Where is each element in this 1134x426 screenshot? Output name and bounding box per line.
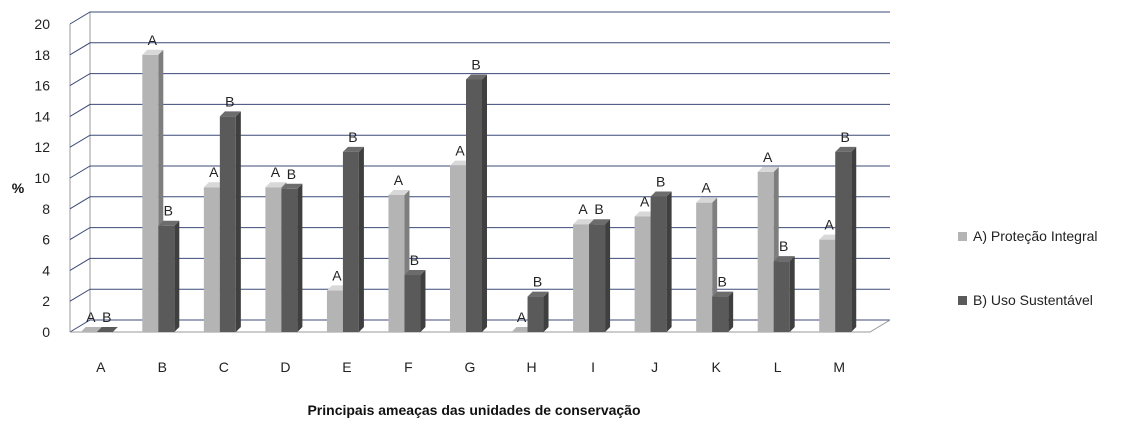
y-axis-label: %	[12, 180, 25, 196]
bar-data-label: A	[517, 309, 527, 325]
x-tick-label: J	[651, 359, 658, 375]
bar-H-series-a	[511, 327, 533, 332]
x-tick-label: A	[96, 359, 106, 375]
x-tick-label: D	[280, 359, 290, 375]
bar-M-series-b	[835, 146, 857, 332]
y-tick-label: 14	[34, 108, 50, 124]
legend-swatch-series-a	[958, 231, 967, 241]
bar-C-series-b	[219, 111, 241, 333]
x-tick-label: K	[711, 359, 721, 375]
bar-data-label: B	[348, 129, 357, 145]
bar-A-series-a	[80, 327, 102, 332]
bar-data-label: A	[332, 267, 342, 283]
chart-gridlines	[69, 11, 891, 333]
bar-data-label: B	[164, 203, 173, 219]
x-tick-label: C	[219, 359, 229, 375]
y-tick-label: 6	[42, 232, 50, 248]
y-axis-ticks: 0 2 4 6 8 10 12 14 16 18 20	[34, 16, 50, 340]
bar-B-series-b	[158, 220, 180, 332]
bar-data-label: A	[148, 32, 158, 48]
bar-data-label: A	[394, 172, 404, 188]
legend-swatch-series-b	[958, 295, 967, 305]
bar-G-series-b	[466, 74, 487, 332]
bar-I-series-b	[589, 219, 611, 332]
bar-data-label: B	[287, 166, 296, 182]
y-tick-label: 18	[34, 47, 50, 63]
gridline	[69, 165, 890, 179]
y-tick-label: 2	[42, 293, 50, 309]
bar-data-label: A	[640, 194, 650, 210]
legend: A) Proteção Integral B) Uso Sustentável	[958, 226, 1098, 354]
bar-data-label: B	[225, 93, 234, 109]
y-tick-label: 16	[34, 78, 50, 94]
bar-J-series-b	[650, 191, 672, 332]
bar-data-label: B	[717, 274, 726, 290]
bar-data-label: A	[825, 217, 835, 233]
bar-data-label: A	[455, 143, 465, 159]
bar-data-label: A	[763, 149, 773, 165]
gridline	[69, 288, 890, 302]
x-axis-label: Principais ameaças das unidades de conse…	[307, 402, 640, 418]
y-tick-label: 4	[42, 262, 50, 278]
gridline	[69, 257, 890, 271]
bar-D-series-b	[281, 183, 303, 332]
gridline	[69, 227, 890, 241]
x-tick-label: G	[465, 359, 476, 375]
bar-K-series-b	[712, 291, 734, 332]
y-tick-label: 12	[34, 139, 50, 155]
x-tick-label: E	[342, 359, 351, 375]
y-tick-label: 0	[42, 324, 50, 340]
x-tick-label: B	[158, 359, 167, 375]
gridline	[69, 73, 890, 87]
bar-data-label: B	[779, 238, 788, 254]
legend-label-series-b: B) Uso Sustentável	[973, 292, 1093, 308]
bar-L-series-b	[773, 256, 795, 332]
gridline	[69, 103, 890, 117]
bar-data-label: B	[102, 309, 111, 325]
x-tick-label: M	[833, 359, 845, 375]
bar-data-label: B	[533, 274, 542, 290]
bar-A-series-b	[96, 327, 118, 332]
legend-label-series-a: A) Proteção Integral	[973, 228, 1098, 244]
bar-F-series-b	[404, 270, 426, 332]
bar-data-label: B	[410, 252, 419, 268]
x-tick-label: H	[526, 359, 536, 375]
gridline	[69, 319, 890, 333]
legend-item-series-b: B) Uso Sustentável	[958, 290, 1098, 310]
bar-E-series-b	[342, 146, 364, 332]
bar-data-label: B	[471, 56, 480, 72]
x-tick-label: F	[404, 359, 413, 375]
y-tick-label: 20	[34, 16, 50, 32]
bar-data-label: A	[86, 309, 96, 325]
bar-data-label: A	[209, 164, 219, 180]
bar-data-label: B	[594, 201, 603, 217]
legend-item-series-a: A) Proteção Integral	[958, 226, 1098, 246]
gridline	[69, 42, 890, 56]
gridline	[69, 11, 890, 25]
bar-data-label: B	[656, 173, 665, 189]
x-axis-ticks: A B C D E F G H I J K L M	[96, 359, 845, 375]
gridline	[69, 134, 890, 148]
x-tick-label: I	[591, 359, 595, 375]
bar-data-label: A	[271, 164, 281, 180]
gridline	[69, 196, 890, 210]
x-tick-label: L	[774, 359, 782, 375]
bar-H-series-b	[527, 291, 549, 332]
bar-data-label: A	[578, 201, 588, 217]
bar-data-label: A	[701, 180, 711, 196]
y-tick-label: 8	[42, 201, 50, 217]
bar-data-label: B	[841, 129, 850, 145]
y-tick-label: 10	[34, 170, 50, 186]
